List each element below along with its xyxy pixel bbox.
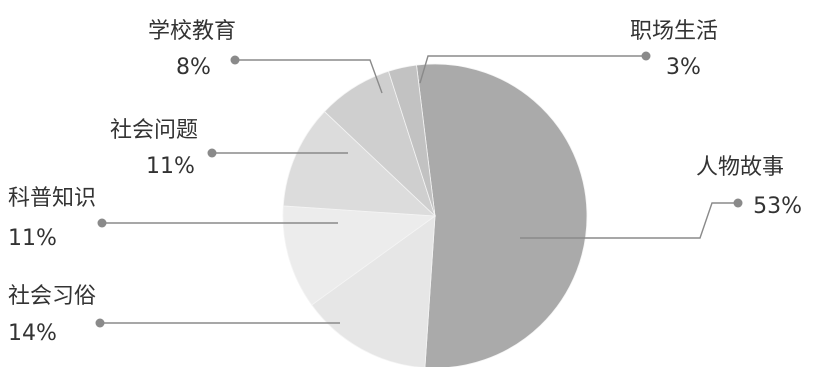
slice-label-value-1: 14% [8,321,57,346]
slice-label-value-3: 11% [146,154,195,179]
leader-line-4 [235,59,383,94]
slice-label-name-0: 人物故事 [696,155,784,180]
leader-lines [95,51,743,328]
slice-label-value-4: 8% [176,55,211,80]
slice-label-value-2: 11% [8,226,57,251]
leader-dot-4 [230,55,240,65]
leader-line-5 [419,55,646,84]
leader-dot-0 [733,198,743,208]
pie-slice-2 [282,205,437,306]
slice-label-name-4: 学校教育 [148,19,236,44]
pie-slice-5 [388,64,436,217]
slice-label-value-5: 3% [666,55,701,80]
pie-slices [282,63,588,367]
slice-label-name-5: 职场生活 [630,19,718,44]
slice-label-value-0: 53% [753,194,802,219]
pie-slice-3 [282,110,437,217]
leader-line-0 [520,202,738,239]
leader-dot-3 [207,148,217,158]
leader-dot-5 [641,51,651,61]
slice-label-name-3: 社会问题 [110,118,198,143]
leader-dot-1 [95,318,105,328]
slice-label-name-1: 社会习俗 [8,284,96,309]
slice-labels: 人物故事 53% 社会习俗 14% 科普知识 11% 社会问题 11% 学校教育… [8,19,802,346]
slice-label-name-2: 科普知识 [8,186,96,211]
pie-slice-0 [416,63,588,367]
leader-dot-2 [97,218,107,228]
